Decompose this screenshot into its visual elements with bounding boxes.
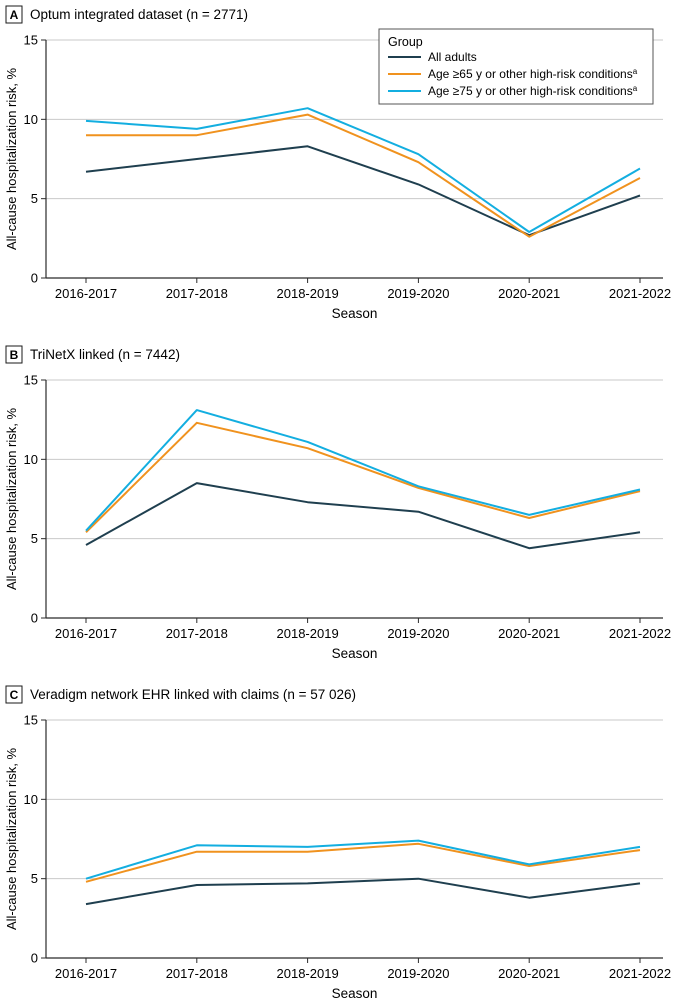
- y-tick-label: 5: [31, 871, 38, 886]
- x-tick-label: 2017-2018: [166, 966, 228, 981]
- x-tick-label: 2020-2021: [498, 966, 560, 981]
- y-tick-label: 10: [24, 112, 38, 127]
- x-tick-label: 2017-2018: [166, 286, 228, 301]
- x-axis-label: Season: [332, 986, 378, 1000]
- panel-letter: B: [10, 348, 19, 362]
- legend-title: Group: [388, 35, 423, 49]
- y-tick-label: 10: [24, 792, 38, 807]
- legend-label: All adults: [428, 50, 477, 64]
- y-tick-label: 15: [24, 713, 38, 728]
- y-axis-label: All-cause hospitalization risk, %: [4, 408, 19, 591]
- y-tick-label: 0: [31, 611, 38, 626]
- y-tick-label: 5: [31, 191, 38, 206]
- legend: Group All adults Age ≥65 y or other high-r…: [378, 28, 654, 105]
- y-tick-label: 10: [24, 452, 38, 467]
- legend-footnote-marker: a: [633, 67, 638, 76]
- x-tick-label: 2019-2020: [387, 286, 449, 301]
- panel-b: B TriNetX linked (n = 7442) 0 5 10 15 2016-201…: [4, 345, 671, 661]
- series-line-age65: [85, 842, 641, 883]
- x-tick-label: 2019-2020: [387, 966, 449, 981]
- x-tick-label: 2018-2019: [277, 966, 339, 981]
- x-axis-label: Season: [332, 306, 378, 321]
- panel-letter-box: [5, 5, 23, 24]
- panel-c: C Veradigm network EHR linked with claims…: [4, 685, 671, 1000]
- x-tick-label: 2021-2022: [609, 966, 671, 981]
- series-line-all-adults: [85, 877, 641, 906]
- panel-letter-box: [5, 345, 23, 364]
- panel-title: Optum integrated dataset (n = 2771): [30, 7, 248, 22]
- x-tick-label: 2020-2021: [498, 286, 560, 301]
- y-tick-label: 15: [24, 373, 38, 388]
- series-line-age65: [85, 421, 641, 534]
- series-line-age75: [85, 409, 641, 532]
- y-tick-label: 0: [31, 271, 38, 286]
- x-tick-label: 2021-2022: [609, 626, 671, 641]
- x-tick-label: 2020-2021: [498, 626, 560, 641]
- x-tick-label: 2017-2018: [166, 626, 228, 641]
- x-tick-label: 2016-2017: [55, 626, 117, 641]
- legend-footnote-marker: a: [633, 84, 638, 93]
- panel-letter: C: [10, 688, 19, 702]
- x-tick-label: 2018-2019: [277, 286, 339, 301]
- legend-label: Age ≥75 y or other high-risk conditionsa: [428, 84, 638, 99]
- panel-letter-box: [5, 685, 23, 704]
- panel-a: A Optum integrated dataset (n = 2771) 0 5 10…: [4, 5, 671, 321]
- y-axis-label: All-cause hospitalization risk, %: [4, 748, 19, 931]
- series-line-age75: [85, 839, 641, 880]
- x-tick-label: 2021-2022: [609, 286, 671, 301]
- y-tick-label: 15: [24, 33, 38, 48]
- series-line-all-adults: [85, 145, 641, 237]
- y-tick-label: 5: [31, 531, 38, 546]
- x-tick-label: 2019-2020: [387, 626, 449, 641]
- legend-label: Age ≥65 y or other high-risk conditionsa: [428, 67, 638, 82]
- y-axis-label: All-cause hospitalization risk, %: [4, 68, 19, 251]
- y-tick-label: 0: [31, 951, 38, 966]
- x-tick-label: 2018-2019: [277, 626, 339, 641]
- x-tick-label: 2016-2017: [55, 966, 117, 981]
- series-line-age65: [86, 113, 641, 238]
- legend-box: [378, 28, 654, 105]
- x-axis-label: Season: [332, 646, 378, 661]
- series-line-all-adults: [85, 482, 641, 550]
- panel-title: Veradigm network EHR linked with claims …: [30, 687, 356, 702]
- x-tick-label: 2016-2017: [55, 286, 117, 301]
- series-line-age75: [85, 107, 641, 233]
- panel-letter: A: [10, 8, 19, 22]
- panel-title: TriNetX linked (n = 7442): [30, 347, 180, 362]
